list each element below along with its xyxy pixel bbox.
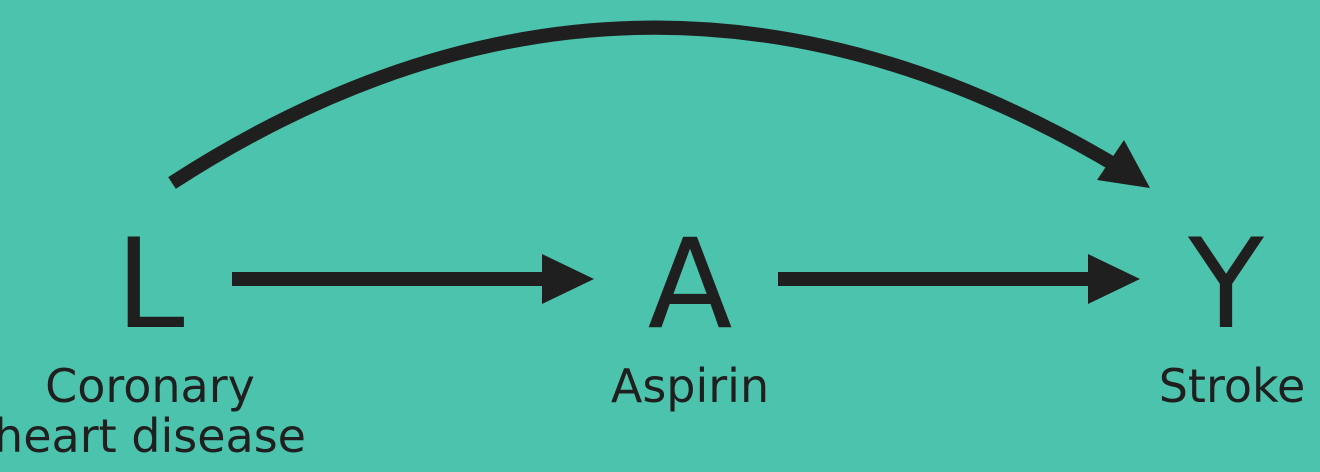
- edge-l-to-y-arrowhead: [1097, 140, 1150, 188]
- node-y-letter: Y: [1187, 213, 1264, 357]
- node-a: A Aspirin: [611, 213, 769, 413]
- node-l-label-line-1: Coronary: [45, 359, 255, 413]
- edge-l-to-a: [232, 254, 594, 304]
- edge-l-to-a-arrowhead: [542, 254, 594, 304]
- edge-a-to-y: [778, 254, 1140, 304]
- edge-l-to-y: [168, 20, 1150, 189]
- node-y: Y Stroke: [1159, 213, 1306, 413]
- node-a-label: Aspirin: [611, 359, 769, 413]
- node-l-letter: L: [115, 213, 184, 357]
- node-l-label-line-2: heart disease: [0, 409, 306, 463]
- node-y-label: Stroke: [1159, 359, 1306, 413]
- node-l: L Coronary heart disease: [0, 213, 306, 463]
- node-a-letter: A: [648, 213, 733, 357]
- edge-a-to-y-arrowhead: [1088, 254, 1140, 304]
- edge-l-to-y-line: [168, 20, 1124, 189]
